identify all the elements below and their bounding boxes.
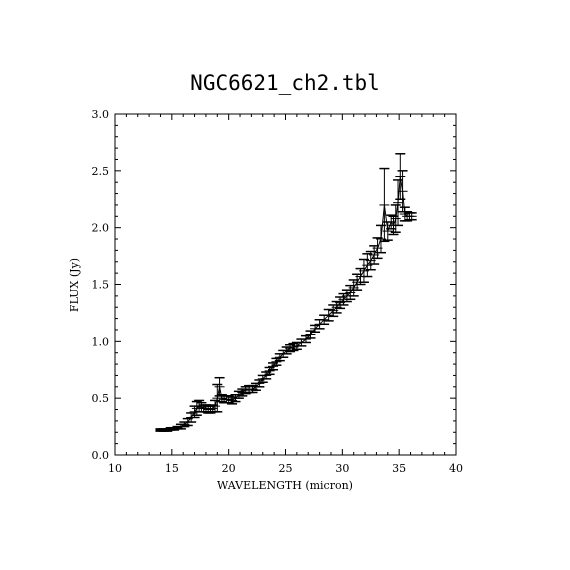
y-tick-label: 2.0: [92, 222, 110, 235]
plot-border: [114, 113, 457, 456]
x-tick-label: 20: [222, 462, 236, 475]
ticks: [114, 113, 457, 456]
x-tick-label: 15: [165, 462, 179, 475]
x-tick-label: 30: [335, 462, 349, 475]
y-tick-label: 0.0: [92, 449, 110, 462]
y-tick-label: 1.0: [92, 335, 110, 348]
x-tick-label: 40: [449, 462, 463, 475]
chart-title: NGC6621_ch2.tbl: [190, 71, 380, 95]
x-axis-label: WAVELENGTH (micron): [217, 479, 353, 492]
y-tick-label: 1.5: [92, 279, 110, 292]
y-tick-label: 2.5: [92, 165, 110, 178]
series-line: [160, 176, 412, 431]
tick-labels: 10 15 20 25 30 35 40 0.0 0.5 1.0 1.5 2.0 2.5 3.0: [92, 108, 464, 475]
x-tick-label: 25: [279, 462, 293, 475]
y-axis-label: FLUX (Jy): [68, 258, 81, 312]
error-bars: [155, 153, 417, 432]
x-tick-label: 10: [108, 462, 122, 475]
x-tick-label: 35: [392, 462, 406, 475]
y-tick-label: 0.5: [92, 392, 110, 405]
plot-frame: [114, 113, 457, 456]
y-tick-label: 3.0: [92, 108, 110, 121]
